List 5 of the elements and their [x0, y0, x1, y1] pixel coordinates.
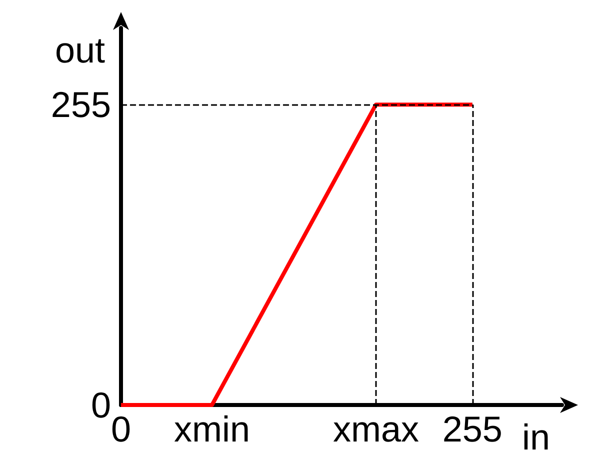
y-axis-title: out: [54, 30, 105, 70]
x-tick-label: 255: [442, 408, 502, 450]
x-tick-label: xmax: [332, 408, 419, 450]
x-tick-label: xmin: [174, 408, 250, 450]
x-axis-title: in: [522, 416, 550, 458]
